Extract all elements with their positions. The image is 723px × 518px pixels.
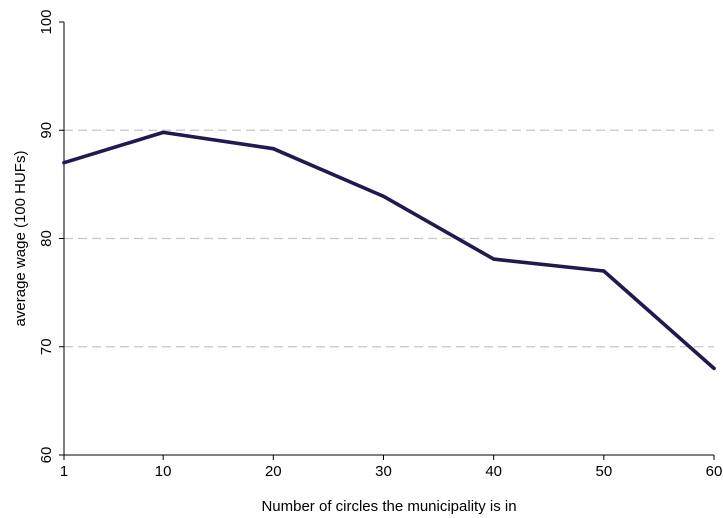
data-point — [381, 194, 386, 198]
x-tick-label: 1 — [60, 463, 68, 480]
series-group — [62, 130, 716, 371]
x-tick-label: 10 — [155, 463, 172, 480]
y-tick-label: 70 — [38, 338, 55, 355]
x-axis-label: Number of circles the municipality is in — [261, 498, 516, 515]
data-point — [62, 161, 66, 165]
y-tick-label: 60 — [38, 447, 55, 464]
x-tick-label: 20 — [265, 463, 282, 480]
data-point — [271, 147, 275, 151]
axes — [59, 21, 715, 460]
y-tick-label: 90 — [38, 122, 55, 139]
data-point — [161, 130, 165, 135]
gridlines — [64, 129, 714, 348]
x-tick-label: 50 — [595, 463, 612, 480]
data-point — [712, 366, 716, 370]
y-tick-label: 100 — [38, 9, 55, 34]
y-tick-label: 80 — [38, 230, 55, 247]
y-axis-label: average wage (100 HUFs) — [12, 151, 29, 327]
data-point — [602, 269, 606, 273]
x-tick-label: 60 — [706, 463, 723, 480]
x-tick-label: 40 — [485, 463, 502, 480]
data-point — [492, 257, 496, 261]
x-tick-label: 30 — [375, 463, 392, 480]
